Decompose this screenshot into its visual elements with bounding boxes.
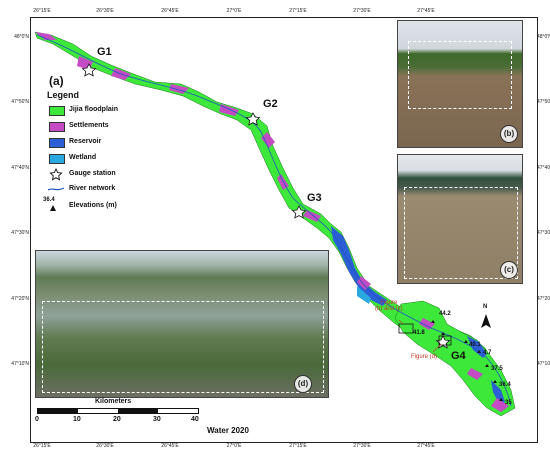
latitude-tick-label: 48°0'N bbox=[14, 34, 29, 40]
figure-d-label: Figure (d) bbox=[411, 354, 438, 360]
longitude-tick-label: 27°30'E bbox=[353, 8, 371, 14]
star-icon bbox=[291, 205, 307, 219]
longitude-tick-label: 27°45'E bbox=[417, 443, 435, 449]
photo-label: (d) bbox=[294, 375, 312, 393]
north-arrow-icon bbox=[481, 314, 491, 328]
settlement-area bbox=[261, 132, 275, 148]
latitude-tick-label: 47°40'N bbox=[11, 165, 29, 171]
latitude-tick-label: 47°20'N bbox=[11, 296, 29, 302]
scalebar bbox=[37, 408, 199, 414]
longitude-tick-label: 26°30'E bbox=[96, 443, 114, 449]
elevation-label: 41.8 bbox=[413, 330, 425, 336]
photo-c: (c) bbox=[397, 154, 523, 284]
river-line bbox=[36, 34, 512, 407]
legend-swatch-settlements bbox=[49, 122, 65, 132]
legend-swatch-wetland bbox=[49, 154, 65, 164]
gauge-label-g4: G4 bbox=[451, 350, 466, 362]
gauge-label-g1: G1 bbox=[97, 46, 112, 58]
scalebar-tick: 0 bbox=[35, 416, 39, 423]
elevation-label: 36.4 bbox=[499, 382, 511, 388]
figure-bc-box bbox=[398, 323, 414, 334]
floodplain-map bbox=[34, 31, 516, 417]
elevation-label: 44.2 bbox=[439, 311, 451, 317]
triangle-icon bbox=[477, 350, 481, 353]
map-frame: (b) (c) (d) (a) Legend Jijia floodplain … bbox=[30, 17, 538, 443]
settlement-area bbox=[467, 368, 483, 380]
figure-bc-label: Figure (b) and (c) bbox=[375, 300, 403, 312]
legend-item-label: River network bbox=[69, 185, 116, 192]
latitude-tick-label: 47°50'N bbox=[537, 99, 550, 105]
settlement-area bbox=[419, 318, 435, 330]
star-icon bbox=[49, 168, 63, 181]
star-icon bbox=[81, 63, 97, 77]
triangle-icon bbox=[499, 398, 503, 401]
longitude-tick-label: 27°0'E bbox=[226, 443, 242, 449]
legend-item-label: Settlements bbox=[69, 122, 109, 129]
legend-item-label: Gauge station bbox=[69, 170, 116, 177]
north-label: N bbox=[483, 304, 488, 310]
scalebar-tick: 30 bbox=[153, 416, 161, 423]
photo-d: (d) bbox=[35, 250, 329, 398]
reservoir-area bbox=[331, 226, 387, 306]
triangle-icon bbox=[493, 380, 497, 383]
elevation-label: 37.5 bbox=[491, 366, 503, 372]
photo-b: (b) bbox=[397, 20, 523, 148]
river-line-icon bbox=[48, 187, 64, 191]
legend-item-label: Wetland bbox=[69, 154, 97, 161]
latitude-tick-label: 47°20'N bbox=[537, 296, 550, 302]
settlement-area bbox=[303, 210, 321, 222]
photo-label: (c) bbox=[500, 261, 518, 279]
legend-swatch-floodplain bbox=[49, 106, 65, 116]
gauge-label-g3: G3 bbox=[307, 192, 322, 204]
longitude-tick-label: 26°15'E bbox=[33, 8, 51, 14]
latitude-tick-label: 48°0'N bbox=[537, 34, 550, 40]
longitude-tick-label: 27°0'E bbox=[226, 8, 242, 14]
legend-elevation-sample: 36.4 bbox=[43, 197, 55, 203]
photo-label: (b) bbox=[500, 125, 518, 143]
source-label: Water 2020 bbox=[207, 426, 249, 435]
scalebar-tick: 40 bbox=[191, 416, 199, 423]
scalebar-tick: 20 bbox=[113, 416, 121, 423]
elevation-label: 35 bbox=[505, 400, 512, 406]
longitude-tick-label: 26°30'E bbox=[96, 8, 114, 14]
wetland-area bbox=[357, 286, 371, 304]
floodplain-lower bbox=[394, 300, 516, 417]
latitude-tick-label: 47°10'N bbox=[537, 361, 550, 367]
legend-title: Legend bbox=[47, 90, 80, 100]
longitude-tick-label: 27°15'E bbox=[289, 443, 307, 449]
panel-label: (a) bbox=[49, 74, 64, 88]
longitude-tick-label: 27°45'E bbox=[417, 8, 435, 14]
star-icon bbox=[245, 112, 261, 126]
latitude-tick-label: 47°10'N bbox=[11, 361, 29, 367]
latitude-tick-label: 47°40'N bbox=[537, 165, 550, 171]
settlement-area bbox=[35, 32, 57, 40]
elevation-label: 4.7 bbox=[483, 350, 492, 356]
settlement-area bbox=[357, 276, 371, 290]
latitude-tick-label: 47°50'N bbox=[11, 99, 29, 105]
longitude-tick-label: 26°45'E bbox=[161, 8, 179, 14]
latitude-tick-label: 47°30'N bbox=[537, 230, 550, 236]
elevation-label: 40.1 bbox=[469, 342, 481, 348]
longitude-tick-label: 27°30'E bbox=[353, 443, 371, 449]
scalebar-title: Kilometers bbox=[95, 398, 132, 405]
triangle-icon bbox=[464, 340, 468, 343]
gauge-label-g2: G2 bbox=[263, 98, 278, 110]
longitude-tick-label: 27°15'E bbox=[289, 8, 307, 14]
triangle-icon bbox=[431, 320, 435, 323]
latitude-tick-label: 47°30'N bbox=[11, 230, 29, 236]
figure-d-box bbox=[438, 335, 452, 346]
legend-item-label: Elevations (m) bbox=[69, 202, 117, 209]
longitude-tick-label: 26°45'E bbox=[161, 443, 179, 449]
triangle-icon bbox=[50, 205, 56, 211]
settlement-area bbox=[491, 398, 509, 412]
triangle-icon bbox=[441, 332, 445, 335]
reservoir-area bbox=[467, 336, 487, 358]
legend-swatch-reservoir bbox=[49, 138, 65, 148]
legend-item-label: Reservoir bbox=[69, 138, 102, 145]
triangle-icon bbox=[485, 364, 489, 367]
longitude-tick-label: 26°15'E bbox=[33, 443, 51, 449]
reservoir-area bbox=[491, 380, 505, 404]
scalebar-tick: 10 bbox=[73, 416, 81, 423]
legend-item-label: Jijia floodplain bbox=[69, 106, 119, 113]
